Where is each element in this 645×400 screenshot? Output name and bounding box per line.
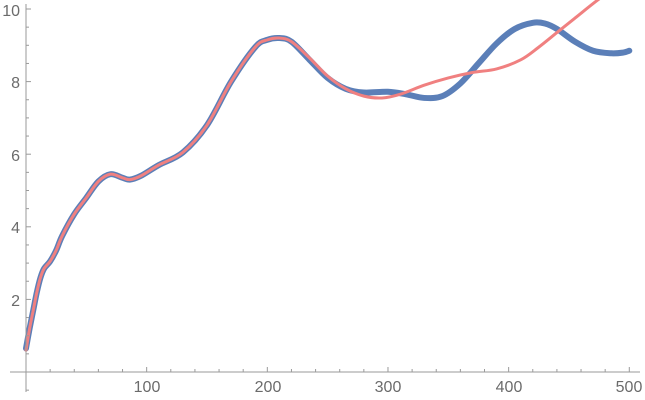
x-tick-label-200: 200 bbox=[255, 379, 282, 396]
x-axis-ticks bbox=[49, 367, 630, 372]
plot-series bbox=[23, 0, 633, 352]
y-axis-ticks bbox=[26, 8, 31, 391]
y-axis bbox=[25, 4, 31, 392]
x-tick-label-400: 400 bbox=[496, 379, 523, 396]
x-tick-label-300: 300 bbox=[375, 379, 402, 396]
x-tick-label-100: 100 bbox=[134, 379, 161, 396]
y-tick-label-8: 8 bbox=[11, 75, 20, 92]
y-tick-label-4: 4 bbox=[11, 220, 20, 237]
series-fit-line bbox=[24, 0, 601, 352]
y-tick-label-2: 2 bbox=[11, 293, 20, 310]
series-data-line bbox=[23, 19, 633, 352]
x-axis bbox=[10, 367, 640, 373]
y-tick-label-10: 10 bbox=[2, 3, 20, 20]
y-tick-labels: 2 4 6 8 10 bbox=[2, 3, 20, 310]
x-tick-labels: 100 200 300 400 500 bbox=[134, 379, 643, 396]
y-tick-label-6: 6 bbox=[11, 148, 20, 165]
x-tick-label-500: 500 bbox=[616, 379, 643, 396]
